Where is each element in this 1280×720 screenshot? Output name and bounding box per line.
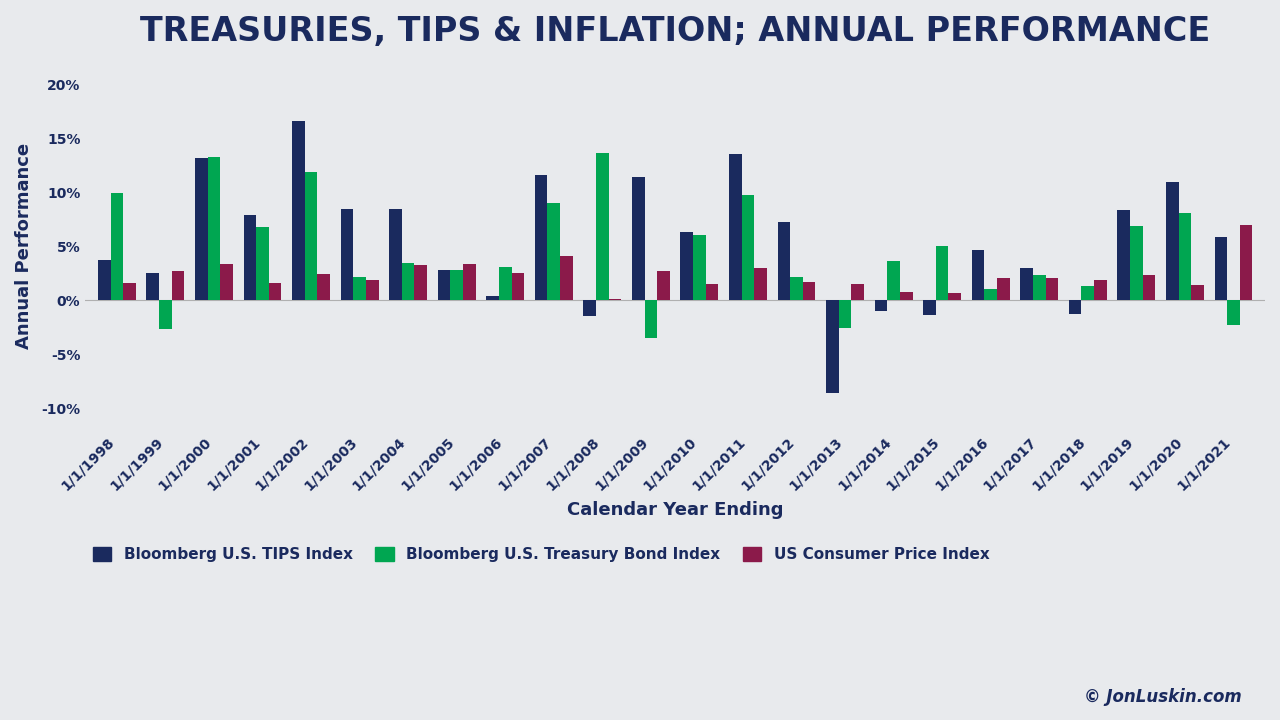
Bar [99, 261, 110, 300]
Bar [1192, 285, 1203, 300]
Bar [754, 268, 767, 300]
Bar [803, 282, 815, 300]
Bar [1166, 181, 1179, 300]
Bar [366, 280, 379, 300]
Bar [292, 122, 305, 300]
Bar [512, 274, 525, 300]
Bar [705, 284, 718, 300]
Bar [596, 153, 609, 300]
Bar [1228, 300, 1240, 325]
Bar [146, 274, 159, 300]
Bar [838, 300, 851, 328]
Bar [1143, 276, 1156, 300]
Bar [195, 158, 207, 300]
Text: © JonLuskin.com: © JonLuskin.com [1084, 688, 1242, 706]
Bar [317, 274, 330, 300]
Bar [535, 175, 548, 300]
Bar [874, 300, 887, 311]
Bar [936, 246, 948, 300]
Bar [159, 300, 172, 329]
Bar [694, 235, 705, 300]
Bar [243, 215, 256, 300]
Bar [777, 222, 790, 300]
Bar [923, 300, 936, 315]
Bar [972, 250, 984, 300]
Bar [1094, 280, 1107, 300]
Bar [790, 276, 803, 300]
Bar [1117, 210, 1130, 300]
Title: TREASURIES, TIPS & INFLATION; ANNUAL PERFORMANCE: TREASURIES, TIPS & INFLATION; ANNUAL PER… [140, 15, 1211, 48]
Bar [851, 284, 864, 300]
Bar [997, 278, 1010, 300]
Bar [172, 271, 184, 300]
Bar [548, 203, 561, 300]
Bar [207, 157, 220, 300]
Legend: Bloomberg U.S. TIPS Index, Bloomberg U.S. Treasury Bond Index, US Consumer Price: Bloomberg U.S. TIPS Index, Bloomberg U.S… [93, 547, 989, 562]
Bar [1179, 213, 1192, 300]
Bar [438, 270, 451, 300]
Bar [632, 177, 645, 300]
Bar [256, 227, 269, 300]
Bar [741, 194, 754, 300]
Bar [681, 233, 694, 300]
Bar [220, 264, 233, 300]
Bar [463, 264, 476, 300]
Bar [415, 265, 428, 300]
Bar [826, 300, 838, 393]
Bar [1240, 225, 1252, 300]
Bar [1130, 226, 1143, 300]
Bar [584, 300, 596, 316]
Bar [1046, 278, 1059, 300]
Bar [984, 289, 997, 300]
Bar [645, 300, 657, 338]
Bar [1082, 287, 1094, 300]
Bar [657, 271, 669, 300]
Bar [402, 263, 415, 300]
Bar [1069, 300, 1082, 314]
Bar [110, 192, 123, 300]
Bar [900, 292, 913, 300]
X-axis label: Calendar Year Ending: Calendar Year Ending [567, 501, 783, 519]
Bar [269, 283, 282, 300]
Bar [1033, 276, 1046, 300]
Bar [561, 256, 572, 300]
Bar [948, 293, 961, 300]
Bar [1020, 268, 1033, 300]
Bar [486, 296, 499, 300]
Bar [123, 283, 136, 300]
Bar [389, 209, 402, 300]
Bar [499, 267, 512, 300]
Bar [451, 270, 463, 300]
Y-axis label: Annual Performance: Annual Performance [15, 143, 33, 349]
Bar [340, 209, 353, 300]
Bar [305, 172, 317, 300]
Bar [887, 261, 900, 300]
Bar [1215, 237, 1228, 300]
Bar [730, 154, 741, 300]
Bar [353, 276, 366, 300]
